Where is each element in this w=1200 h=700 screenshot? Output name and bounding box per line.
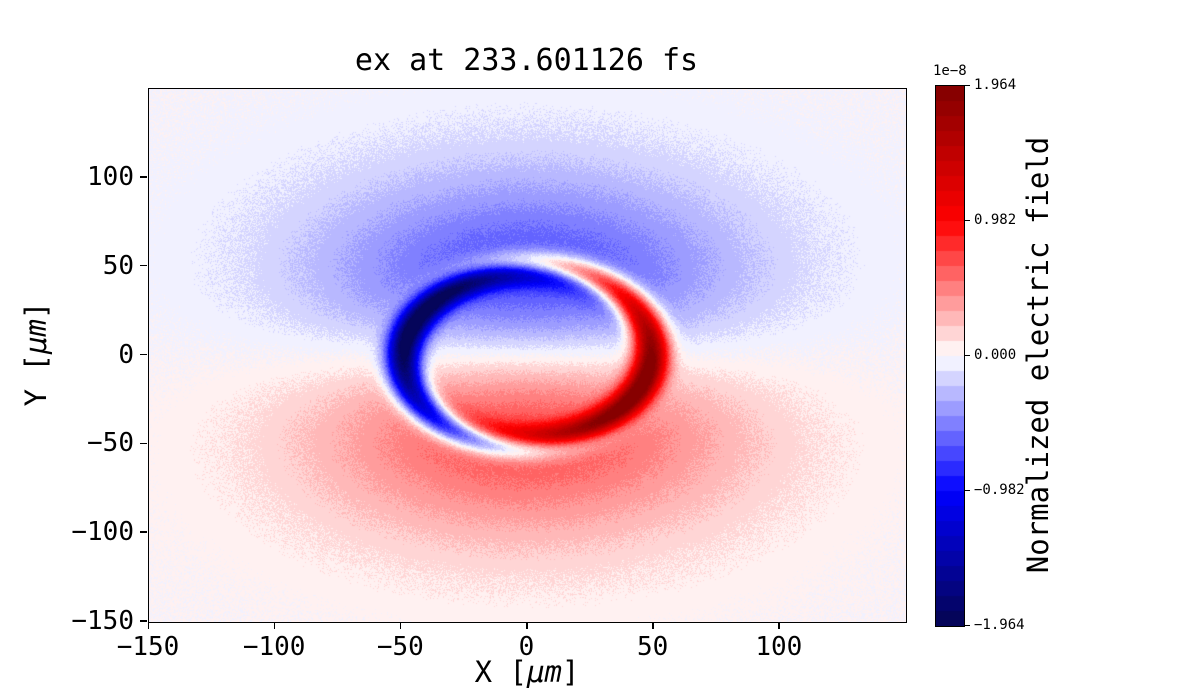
colorbar-tick-label: −1.964 [974,617,1025,633]
colorbar-tick-label: −0.982 [974,482,1025,498]
x-tick-label: 50 [637,632,669,662]
colorbar-tick-mark [965,624,970,626]
colorbar-tick-mark [965,354,970,356]
x-tick-mark [652,622,654,629]
colorbar [935,85,965,627]
plot-title: ex at 233.601126 fs [354,43,699,78]
colorbar-tick-mark [965,489,970,491]
plot-area [148,88,907,623]
y-tick-mark [140,620,147,622]
y-tick-mark [140,264,147,267]
x-tick-mark [778,622,780,629]
y-axis-label-prefix: Y [ [19,354,53,407]
x-tick-label: −50 [376,632,424,662]
y-axis-label: Y [μm] [19,302,53,407]
y-axis-label-unit: μm [19,319,53,354]
x-tick-mark [526,622,528,629]
y-tick-label: −50 [87,428,134,459]
colorbar-tick-label: 1.964 [974,77,1017,93]
y-tick-mark [140,176,147,178]
x-tick-label: 100 [755,632,803,662]
y-tick-label: −150 [71,606,134,636]
y-tick-label: 100 [87,161,134,192]
heatmap-canvas [149,89,906,622]
y-tick-mark [140,353,147,356]
colorbar-tick-label: 0.982 [974,212,1017,228]
y-tick-label: 0 [118,339,134,370]
colorbar-tick-label: 0.000 [974,347,1017,363]
x-axis-label-unit: μm [527,655,562,689]
y-axis-label-suffix: ] [19,301,53,320]
x-tick-label: −150 [116,632,180,662]
colorbar-scale-label: 1e−8 [933,63,967,79]
colorbar-tick-mark [965,219,970,221]
y-tick-label: 50 [102,250,134,281]
x-tick-mark [147,622,149,629]
x-axis-label: X [μm] [475,655,580,689]
x-tick-mark [273,622,276,629]
colorbar-tick-mark [965,84,970,86]
colorbar-axis-label: Normalized electric field [1021,136,1055,574]
colorbar-canvas [936,86,964,626]
x-tick-label: −100 [242,632,306,662]
y-tick-mark [140,442,147,445]
x-axis-label-suffix: ] [561,655,580,689]
x-tick-mark [399,622,402,629]
y-tick-label: −100 [71,517,134,548]
x-tick-label: 0 [518,632,535,662]
x-axis-label-prefix: X [ [474,655,527,689]
y-tick-mark [140,531,147,533]
